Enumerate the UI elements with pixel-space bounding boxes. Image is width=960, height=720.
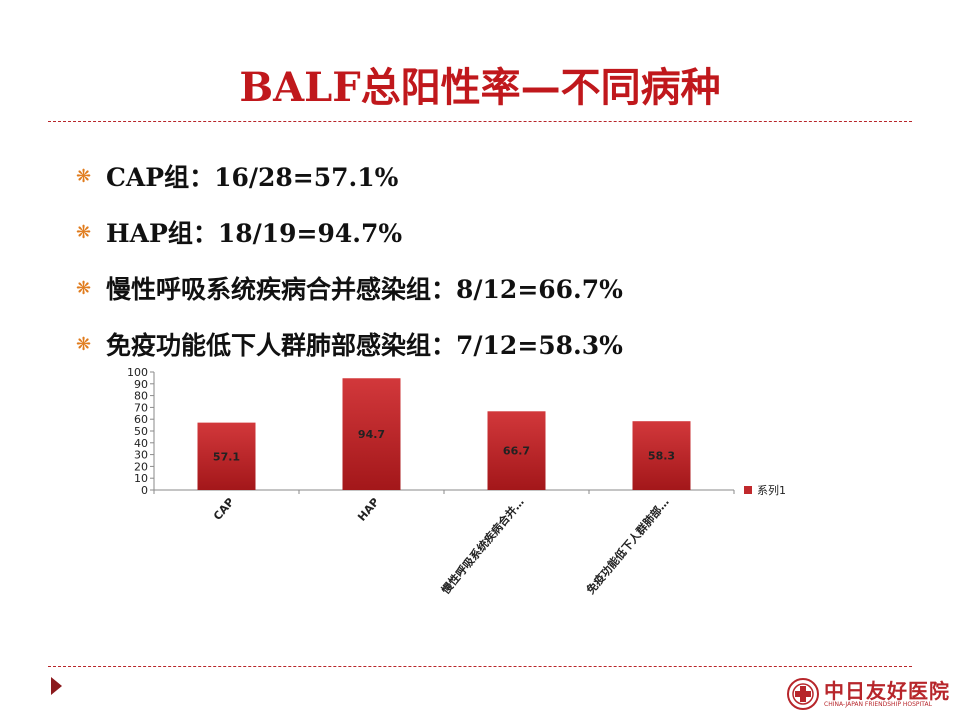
bullet-item: ❋ 免疫功能低下人群肺部感染组：7/12=58.3% <box>76 316 623 372</box>
y-tick-label: 100 <box>127 366 148 379</box>
bullet-item: ❋ CAP组：16/28=57.1% <box>76 148 623 204</box>
y-tick-label: 0 <box>141 484 148 497</box>
title-divider <box>48 121 912 122</box>
bullet-text: HAP组：18/19=94.7% <box>106 219 403 248</box>
y-tick-label: 30 <box>134 449 148 462</box>
bar <box>487 411 546 490</box>
y-tick-label: 70 <box>134 401 148 414</box>
slide-title-cn: 总阳性率—不同病种 <box>360 65 721 111</box>
logo-subtitle: CHINA-JAPAN FRIENDSHIP HOSPITAL <box>824 701 932 708</box>
x-tick-label: HAP <box>355 496 382 524</box>
legend-swatch <box>744 486 752 494</box>
slide-title-latin: BALF <box>239 64 361 111</box>
data-label: 94.7 <box>358 428 385 441</box>
slide-title: BALF总阳性率—不同病种 <box>0 60 960 116</box>
footer-divider <box>48 666 912 667</box>
y-tick-label: 10 <box>134 472 148 485</box>
bar <box>197 422 256 490</box>
hospital-logo: 中日友好医院 CHINA-JAPAN FRIENDSHIP HOSPITAL <box>786 675 949 715</box>
bullet-text: 免疫功能低下人群肺部感染组：7/12=58.3% <box>106 331 623 360</box>
asterisk-bullet-icon: ❋ <box>76 221 92 243</box>
asterisk-bullet-icon: ❋ <box>76 165 92 187</box>
y-tick-label: 20 <box>134 460 148 473</box>
x-tick-label: 免疫功能低下人群肺部… <box>583 495 672 597</box>
asterisk-bullet-icon: ❋ <box>76 277 92 299</box>
asterisk-bullet-icon: ❋ <box>76 333 92 355</box>
y-tick-label: 60 <box>134 413 148 426</box>
bullet-text: 慢性呼吸系统疾病合并感染组：8/12=66.7% <box>106 275 623 304</box>
x-tick-label: 慢性呼吸系统疾病合并… <box>438 495 527 597</box>
data-label: 66.7 <box>503 445 530 458</box>
bar <box>342 378 401 490</box>
y-tick-label: 40 <box>134 437 148 450</box>
data-label: 58.3 <box>648 450 675 463</box>
y-tick-label: 90 <box>134 378 148 391</box>
triangle-right-icon[interactable] <box>51 677 62 695</box>
logo-name: 中日友好医院 <box>824 679 950 703</box>
x-tick-label: CAP <box>211 496 237 523</box>
bullet-list: ❋ CAP组：16/28=57.1% ❋ HAP组：18/19=94.7% ❋ 慢性呼… <box>76 148 623 372</box>
data-label: 57.1 <box>213 450 240 463</box>
bar <box>632 421 691 490</box>
bullet-item: ❋ 慢性呼吸系统疾病合并感染组：8/12=66.7% <box>76 260 623 316</box>
bullet-text: CAP组：16/28=57.1% <box>106 163 399 192</box>
y-tick-label: 80 <box>134 390 148 403</box>
bullet-item: ❋ HAP组：18/19=94.7% <box>76 204 623 260</box>
y-tick-label: 50 <box>134 425 148 438</box>
legend-label: 系列1 <box>757 483 786 497</box>
hospital-seal-icon <box>787 678 819 710</box>
